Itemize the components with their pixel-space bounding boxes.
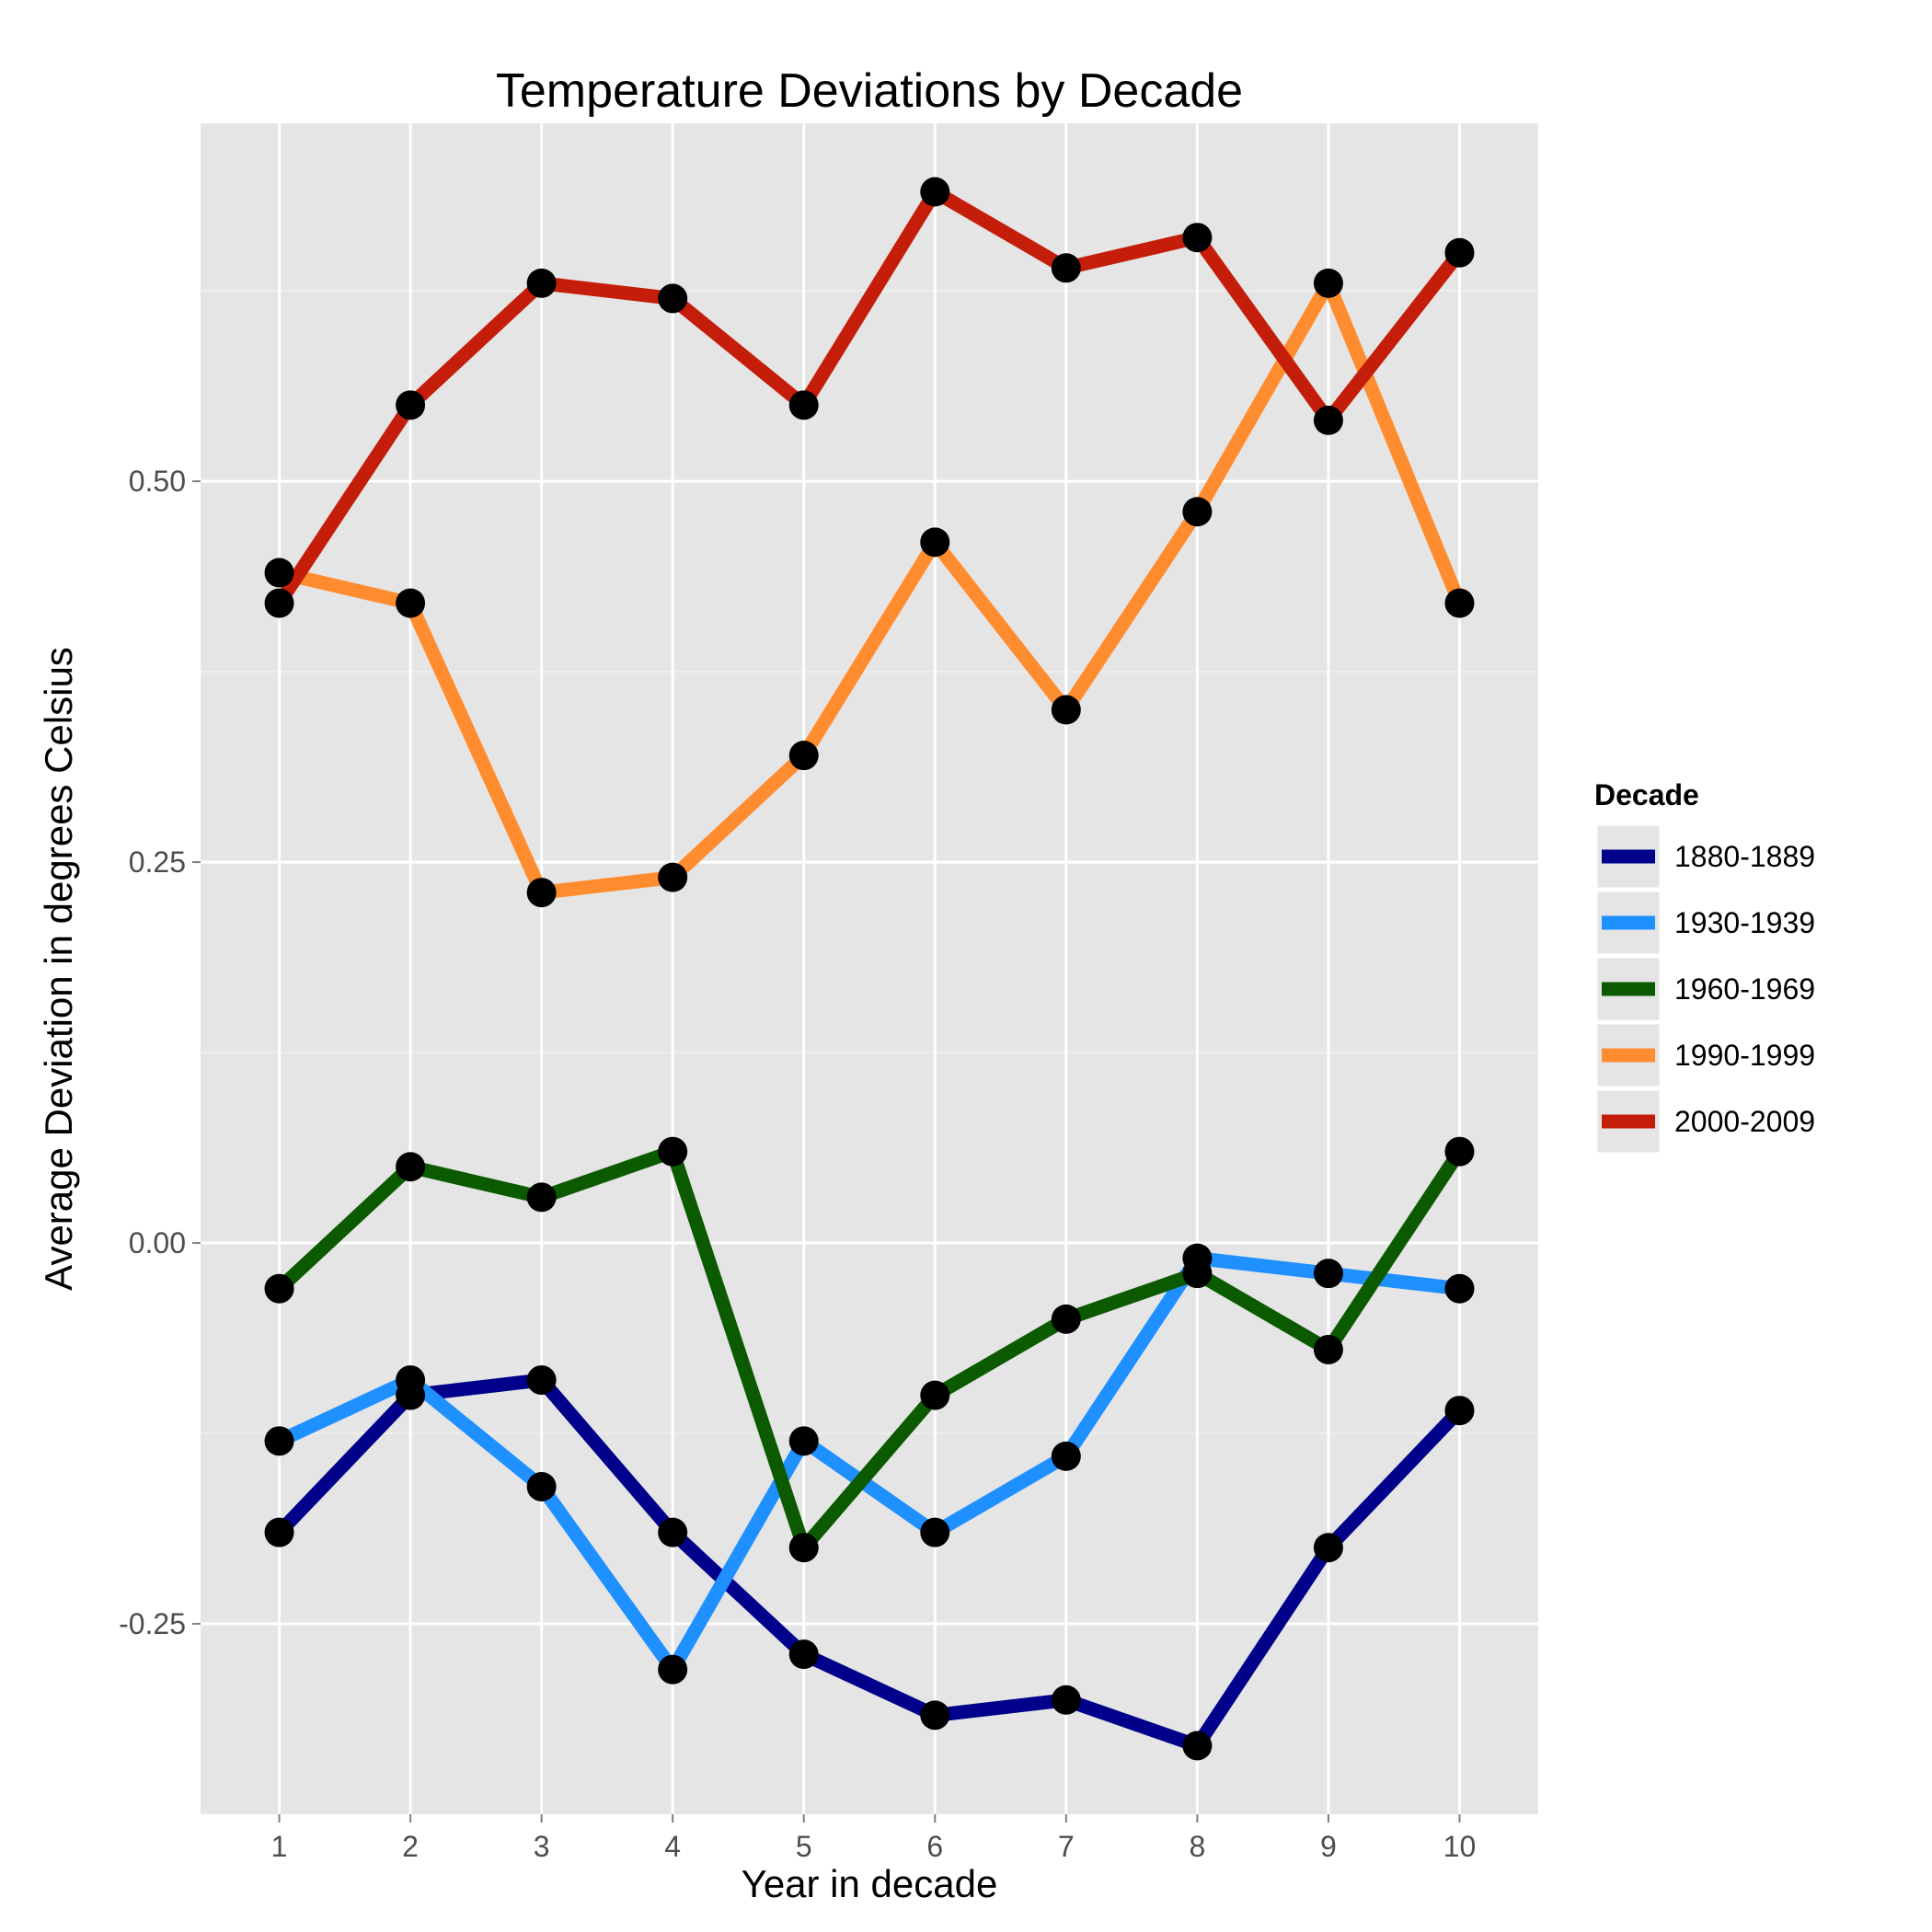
data-point-1990-1999: [1444, 588, 1475, 618]
y-tick-label: 0.25: [129, 845, 186, 879]
series-line-1880-1889: [274, 1373, 1465, 1753]
axis-ticks: -0.25 0.00 0.25 0.50 1 2 3 4 5 6 7 8 9 10: [119, 465, 1476, 1863]
data-point-1880-1889: [1051, 1685, 1081, 1715]
x-tick-label: 8: [1189, 1830, 1205, 1863]
x-tick-label: 9: [1320, 1830, 1337, 1863]
y-tick-label: 0.00: [129, 1226, 186, 1259]
data-point-2000-2009: [526, 268, 557, 298]
x-tick-label: 5: [796, 1830, 812, 1863]
data-point-1960-1969: [396, 1152, 426, 1182]
data-point-1990-1999: [1182, 497, 1213, 527]
data-point-1930-1939: [658, 1654, 688, 1685]
data-point-1960-1969: [1051, 1304, 1081, 1334]
data-point-1930-1939: [396, 1365, 426, 1396]
legend-label: 1880-1889: [1674, 840, 1815, 873]
chart-title: Temperature Deviations by Decade: [496, 64, 1243, 118]
data-point-1960-1969: [658, 1136, 688, 1167]
data-point-1990-1999: [658, 862, 688, 892]
data-point-1990-1999: [1313, 268, 1343, 298]
data-point-1880-1889: [1313, 1533, 1343, 1563]
x-tick-label: 10: [1443, 1830, 1477, 1863]
data-point-1990-1999: [920, 527, 950, 558]
data-point-1930-1939: [920, 1517, 950, 1547]
data-point-1930-1939: [1313, 1259, 1343, 1289]
data-point-1930-1939: [1444, 1273, 1475, 1304]
x-tick-label: 3: [534, 1830, 550, 1863]
series-line-2000-2009: [273, 185, 1466, 607]
x-tick-label: 6: [926, 1830, 943, 1863]
legend-label: 1960-1969: [1674, 972, 1815, 1006]
x-tick-label: 1: [271, 1830, 288, 1863]
x-tick-label: 4: [664, 1830, 681, 1863]
data-point-2000-2009: [788, 390, 819, 420]
x-tick-label: 7: [1058, 1830, 1075, 1863]
data-point-2000-2009: [1313, 405, 1343, 435]
data-point-1990-1999: [396, 588, 426, 618]
series-group: [264, 177, 1475, 1761]
y-tick-label: -0.25: [119, 1607, 186, 1640]
y-axis-title: Average Deviation in degrees Celsius: [37, 647, 80, 1291]
data-point-1930-1939: [526, 1471, 557, 1501]
plot-panel: [201, 123, 1538, 1814]
data-point-2000-2009: [658, 283, 688, 314]
data-point-1880-1889: [1444, 1396, 1475, 1426]
data-point-2000-2009: [920, 177, 950, 207]
data-point-1960-1969: [1182, 1259, 1213, 1289]
data-point-1960-1969: [526, 1182, 557, 1213]
series-line-1930-1939: [276, 1251, 1461, 1677]
data-point-2000-2009: [1444, 237, 1475, 268]
data-point-2000-2009: [1182, 223, 1213, 253]
data-point-1880-1889: [788, 1639, 819, 1670]
legend: Decade 1880-1889 1930-1939 1960-1969 1990-1…: [1594, 778, 1815, 1156]
legend-label: 1930-1939: [1674, 906, 1815, 939]
data-point-1990-1999: [264, 558, 294, 588]
data-point-1930-1939: [1051, 1441, 1081, 1471]
data-point-1880-1889: [658, 1517, 688, 1547]
data-point-1880-1889: [920, 1700, 950, 1731]
data-point-1990-1999: [788, 741, 819, 771]
data-point-1880-1889: [1182, 1731, 1213, 1761]
data-point-1880-1889: [264, 1517, 294, 1547]
data-point-1880-1889: [526, 1365, 557, 1396]
data-point-2000-2009: [1051, 253, 1081, 283]
series-line-1990-1999: [277, 276, 1466, 900]
legend-label: 2000-2009: [1674, 1105, 1815, 1138]
data-point-1960-1969: [920, 1380, 950, 1410]
data-point-1930-1939: [264, 1426, 294, 1456]
y-tick-label: 0.50: [129, 465, 186, 498]
data-point-1960-1969: [264, 1273, 294, 1304]
data-point-2000-2009: [264, 588, 294, 618]
data-point-1990-1999: [1051, 695, 1081, 725]
series-line-1960-1969: [274, 1144, 1466, 1555]
data-point-1960-1969: [788, 1533, 819, 1563]
data-point-1990-1999: [526, 878, 557, 908]
x-axis-title: Year in decade: [742, 1862, 998, 1905]
data-point-2000-2009: [396, 390, 426, 420]
data-point-1960-1969: [1444, 1136, 1475, 1167]
data-point-1930-1939: [788, 1426, 819, 1456]
data-point-1960-1969: [1313, 1334, 1343, 1364]
x-tick-label: 2: [402, 1830, 419, 1863]
legend-title: Decade: [1594, 778, 1699, 811]
legend-label: 1990-1999: [1674, 1039, 1815, 1072]
